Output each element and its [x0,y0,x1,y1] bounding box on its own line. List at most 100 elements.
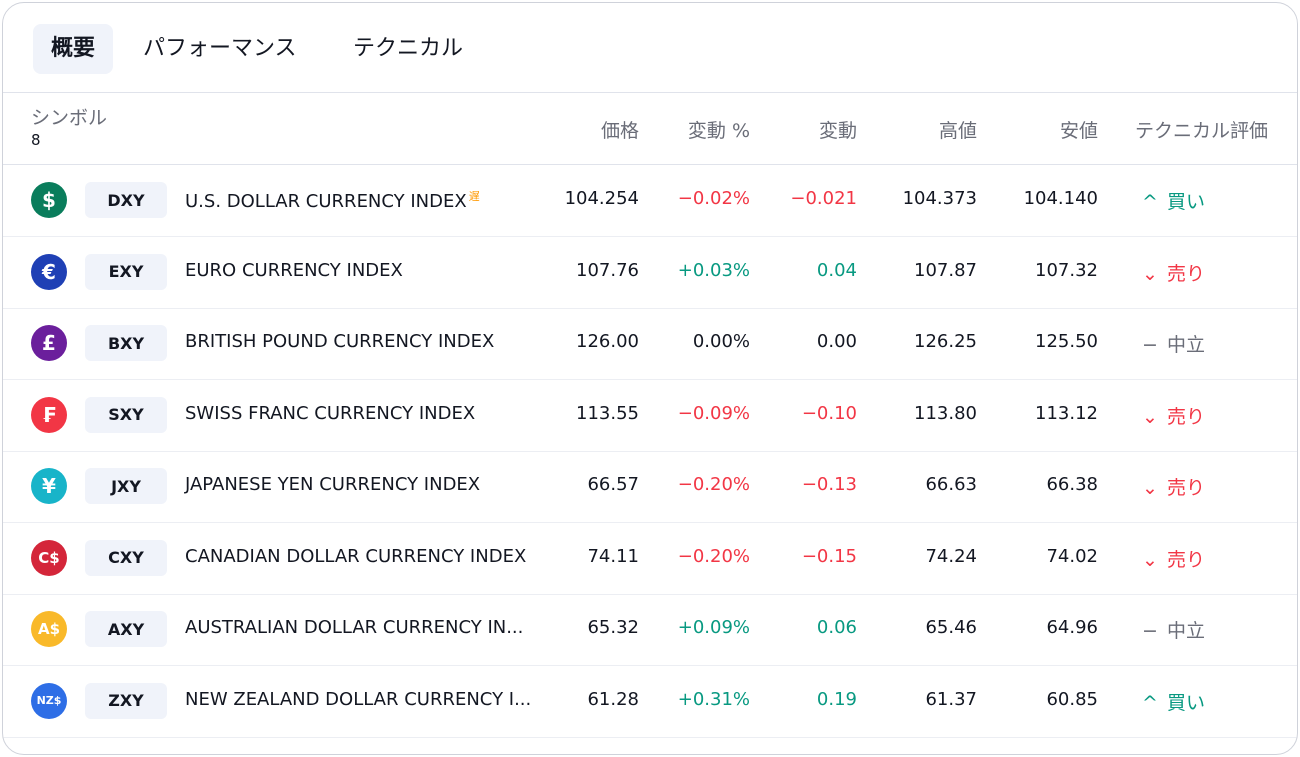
currency-flag-icon: C$ [31,539,67,576]
symbol-count: 8 [31,131,41,149]
rating-arrow-icon: − [1142,334,1158,356]
ticker-badge[interactable]: SXY [85,396,167,433]
currency-flag-icon: £ [31,325,67,361]
ticker-badge[interactable]: AXY [85,611,167,647]
table-row[interactable]: £ BXY BRITISH POUND CURRENCY INDEX 126.00 0.… [3,308,1297,380]
low-cell: 107.32 [1035,259,1098,281]
currency-flag-icon: € [31,253,67,290]
low-cell: 125.50 [1035,331,1098,352]
table-row[interactable]: ¥ JXY JAPANESE YEN CURRENCY INDEX 66.57 −0.2… [3,451,1297,523]
table-row[interactable]: € EXY EURO CURRENCY INDEX 107.76 +0.03% 0.04 1… [3,237,1297,309]
tab-overview[interactable]: 概要 [33,24,114,74]
ticker-badge[interactable]: ZXY [85,682,167,719]
symbol-description[interactable]: BRITISH POUND CURRENCY INDEX [185,331,494,352]
technical-rating: ⌄ 売り [1141,259,1205,286]
symbol-description[interactable]: SWISS FRANC CURRENCY INDEX [185,403,475,424]
symbol-name: NEW ZEALAND DOLLAR CURRENCY I... [185,688,532,710]
high-cell: 66.63 [925,474,977,495]
high-cell: 74.24 [925,545,977,567]
table-row[interactable]: A$ AXY AUSTRALIAN DOLLAR CURRENCY IN... 65.… [3,594,1297,666]
technical-rating: ⌄ 売り [1141,545,1205,572]
technical-rating: ⌄ 売り [1141,402,1205,429]
column-header-change[interactable]: 変動 [818,120,857,142]
technical-rating: ^ 買い [1141,688,1205,715]
rating-arrow-icon: ^ [1142,691,1158,714]
symbol-description[interactable]: AUSTRALIAN DOLLAR CURRENCY IN... [185,617,523,638]
rating-arrow-icon: ^ [1142,191,1158,213]
rating-arrow-icon: ⌄ [1142,405,1158,428]
currency-flag-icon: $ [31,182,67,218]
currency-flag-icon: ¥ [31,468,67,504]
rating-label: 売り [1167,262,1206,285]
price-cell: 74.11 [587,545,639,567]
column-header-high[interactable]: 高値 [938,120,977,142]
table-row[interactable]: $ DXY U.S. DOLLAR CURRENCY INDEX 遅 104.254 −0… [3,165,1297,237]
high-cell: 61.37 [925,688,977,710]
ticker-badge[interactable]: CXY [85,539,167,576]
tab-technical[interactable]: テクニカル [353,36,464,61]
technical-rating: ^ 買い [1141,187,1205,214]
high-cell: 104.373 [902,188,977,209]
symbol-name: CANADIAN DOLLAR CURRENCY INDEX [185,545,527,567]
table-header: シンボル 8 価格 変動 % 変動 高値 安値 テクニカル評価 [3,93,1297,165]
table-row[interactable]: ₣ SXY SWISS FRANC CURRENCY INDEX 113.55 −0.0… [3,380,1297,452]
change-cell: 0.19 [816,688,857,710]
ticker-badge[interactable]: EXY [85,253,167,290]
rating-label: 買い [1167,191,1206,213]
rating-label: 中立 [1167,620,1206,642]
column-header-symbol[interactable]: シンボル [31,107,108,129]
rating-label: 売り [1167,405,1206,428]
ticker-badge[interactable]: JXY [85,468,167,504]
low-cell: 104.140 [1023,188,1098,209]
change-percent-cell: +0.09% [677,617,750,638]
symbol-description[interactable]: NEW ZEALAND DOLLAR CURRENCY I... [185,689,531,710]
change-cell: −0.15 [801,545,857,567]
column-header-price[interactable]: 価格 [600,120,639,142]
symbol-name: SWISS FRANC CURRENCY INDEX [185,402,476,424]
change-percent-cell: −0.20% [677,474,750,495]
rating-arrow-icon: ⌄ [1142,548,1158,571]
rating-arrow-icon: ⌄ [1142,262,1158,285]
change-percent-cell: −0.20% [677,545,750,567]
symbol-name: JAPANESE YEN CURRENCY INDEX [185,474,481,495]
high-cell: 126.25 [914,331,977,352]
currency-flag-icon: A$ [31,611,67,647]
column-header-low[interactable]: 安値 [1059,120,1098,142]
low-cell: 66.38 [1046,474,1098,495]
change-percent-cell: +0.03% [677,259,750,281]
change-percent-cell: +0.31% [677,688,750,710]
change-cell: −0.021 [790,188,857,209]
column-header-technical-rating[interactable]: テクニカル評価 [1135,120,1269,142]
ticker-badge[interactable]: BXY [85,325,167,361]
currency-flag-icon: NZ$ [31,682,67,719]
price-cell: 61.28 [587,688,639,710]
rating-arrow-icon: ⌄ [1142,477,1158,499]
high-cell: 107.87 [914,259,977,281]
change-cell: 0.04 [816,259,857,281]
symbol-name: EURO CURRENCY INDEX [185,259,403,281]
table-row[interactable]: NZ$ ZXY NEW ZEALAND DOLLAR CURRENCY I... 61… [3,666,1297,738]
rating-label: 売り [1167,548,1206,571]
rating-label: 買い [1167,691,1206,714]
change-percent-cell: −0.02% [677,188,750,209]
symbol-description[interactable]: EURO CURRENCY INDEX [185,260,403,281]
ticker-badge[interactable]: DXY [85,182,167,218]
change-cell: −0.10 [801,402,857,424]
rating-arrow-icon: − [1142,620,1158,642]
low-cell: 64.96 [1046,617,1098,638]
symbol-description[interactable]: JAPANESE YEN CURRENCY INDEX [185,474,480,495]
change-percent-cell: −0.09% [677,402,750,424]
column-header-change-percent[interactable]: 変動 % [687,120,750,142]
tab-performance[interactable]: パフォーマンス [143,36,297,61]
table-row[interactable]: C$ CXY CANADIAN DOLLAR CURRENCY INDEX 74.11… [3,523,1297,595]
delayed-data-icon: 遅 [468,190,480,203]
low-cell: 113.12 [1035,402,1098,424]
change-cell: 0.00 [816,331,857,352]
symbol-description[interactable]: CANADIAN DOLLAR CURRENCY INDEX [185,546,526,567]
technical-rating: ⌄ 売り [1141,473,1205,500]
high-cell: 113.80 [914,402,977,424]
price-cell: 65.32 [587,617,639,638]
low-cell: 74.02 [1046,545,1098,567]
symbol-description[interactable]: U.S. DOLLAR CURRENCY INDEX 遅 [185,188,480,212]
